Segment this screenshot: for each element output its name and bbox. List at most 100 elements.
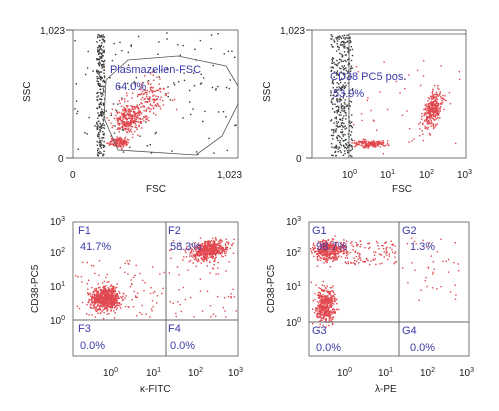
event-dot [371, 144, 373, 146]
event-dot [435, 96, 438, 98]
event-dot [332, 245, 335, 247]
event-dot [129, 112, 131, 114]
event-dot [429, 112, 431, 114]
event-dot [116, 119, 118, 121]
event-dot [332, 138, 334, 140]
svg-text:101: 101 [50, 281, 65, 293]
event-dot [338, 135, 340, 137]
event-dot [335, 253, 337, 255]
event-dot [232, 242, 234, 244]
event-dot [218, 244, 221, 247]
event-dot [188, 248, 190, 250]
event-dot [108, 299, 110, 301]
event-dot [128, 139, 130, 141]
event-dot [96, 144, 99, 146]
event-dot [404, 88, 406, 90]
event-dot [98, 286, 100, 289]
event-dot [197, 153, 199, 156]
event-dot [311, 308, 314, 310]
event-dot [364, 141, 366, 143]
event-dot [331, 102, 333, 104]
event-dot [385, 144, 387, 147]
event-dot [125, 122, 127, 124]
event-dot [127, 64, 130, 66]
event-dot [200, 245, 202, 247]
event-dot [100, 64, 103, 66]
event-dot [345, 243, 347, 245]
event-dot [427, 112, 429, 115]
event-dot [153, 112, 155, 114]
event-dot [323, 296, 325, 298]
event-dot [108, 143, 111, 145]
event-dot [381, 143, 383, 145]
event-dot [383, 251, 385, 253]
event-dot [325, 259, 328, 261]
event-dot [343, 110, 346, 112]
event-dot [103, 41, 106, 43]
event-dot [442, 260, 444, 263]
event-dot [435, 112, 437, 114]
event-dot [123, 108, 126, 110]
event-dot [347, 151, 349, 154]
event-dot [224, 254, 227, 257]
event-dot [329, 256, 331, 259]
event-dot [360, 243, 362, 246]
event-dot [224, 248, 226, 250]
event-dot [128, 260, 131, 262]
event-dot [151, 266, 154, 268]
event-dot [114, 295, 117, 297]
event-dot [321, 313, 324, 316]
event-dot [325, 326, 327, 328]
event-dot [99, 126, 101, 129]
event-dot [455, 142, 457, 145]
event-dot [320, 312, 322, 314]
event-dot [98, 307, 100, 310]
event-dot [330, 44, 333, 46]
event-dot [203, 257, 205, 259]
event-dot [437, 87, 439, 89]
event-dot [333, 295, 335, 298]
event-dot [100, 297, 103, 300]
event-dot [325, 246, 328, 248]
event-dot [99, 140, 101, 142]
event-dot [342, 117, 344, 119]
event-dot [103, 63, 105, 65]
event-dot [97, 290, 99, 293]
event-dot [439, 93, 441, 95]
event-dot [377, 245, 379, 247]
event-dot [109, 307, 111, 309]
event-dot [433, 107, 435, 109]
event-dot [167, 92, 169, 94]
event-dot [435, 124, 437, 127]
event-dot [129, 146, 131, 149]
y-tick-label: 0 [296, 154, 302, 165]
event-dot [335, 106, 337, 108]
event-dot [432, 123, 434, 125]
event-dot [131, 299, 133, 301]
event-dot [152, 95, 154, 97]
event-dot [179, 303, 181, 306]
y-tick-label: 1,023 [280, 26, 305, 37]
event-dot [99, 35, 101, 37]
event-dot [222, 250, 224, 252]
event-dot [344, 133, 346, 136]
event-dot [340, 68, 342, 70]
event-dot [96, 292, 98, 294]
event-dot [316, 253, 318, 255]
event-dot [428, 123, 430, 125]
event-dot [200, 73, 202, 75]
event-dot [164, 94, 167, 96]
event-dot [336, 137, 338, 139]
event-dot [329, 254, 331, 256]
event-dot [102, 104, 105, 106]
event-dot [195, 250, 197, 253]
event-dot [421, 130, 423, 132]
event-dot [127, 121, 129, 123]
event-dot [350, 75, 352, 78]
event-dot [337, 88, 340, 91]
event-dot [100, 71, 103, 73]
event-dot [334, 249, 336, 251]
event-dot [326, 248, 328, 251]
quadrant-label: F3 [78, 323, 91, 335]
event-dot [345, 240, 348, 242]
